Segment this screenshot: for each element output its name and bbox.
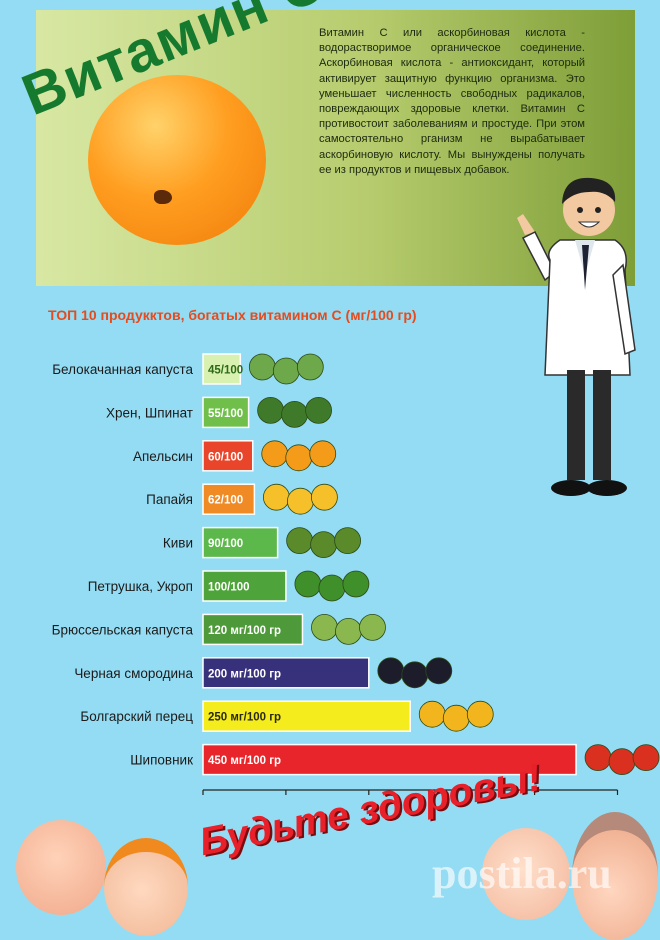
category-label: Брюссельская капуста [52, 622, 194, 637]
boy-face-icon [104, 838, 188, 936]
bar-value-label: 55/100 [208, 408, 243, 420]
produce-blob [257, 397, 284, 424]
produce-blob [286, 527, 314, 555]
produce-blob [296, 353, 324, 381]
produce-blob [281, 401, 308, 428]
produce-blob [311, 613, 338, 641]
bald-man-icon [16, 820, 106, 915]
category-label: Папайя [146, 492, 193, 507]
produce-blob [442, 704, 470, 732]
chart-title: ТОП 10 продукктов, богатых витамином С (… [48, 307, 417, 323]
category-label: Белокачанная капуста [52, 362, 193, 377]
bar [202, 657, 370, 689]
produce-blob [418, 700, 446, 728]
bar [202, 526, 279, 559]
produce-blob [310, 483, 338, 511]
produce-illustrations [248, 353, 660, 776]
produce-blob [334, 527, 362, 555]
produce-blob [310, 531, 338, 559]
bar [202, 613, 304, 646]
bar-value-label: 100/100 [208, 582, 250, 594]
bars [202, 353, 577, 776]
produce-blob [309, 440, 337, 468]
bar-value-label: 60/100 [208, 451, 243, 463]
category-label: Черная смородина [74, 666, 193, 681]
produce-blob [286, 487, 314, 515]
category-label: Хрен, Шпинат [106, 405, 193, 420]
produce-blob [466, 700, 494, 728]
produce-blob [335, 617, 362, 645]
produce-blob [425, 657, 453, 685]
bar-value-label: 250 мг/100 гр [208, 712, 281, 724]
watermark: postila.ru [432, 849, 612, 898]
bar-value-label: 200 мг/100 гр [208, 668, 281, 680]
category-label: Киви [163, 536, 193, 551]
bar [202, 570, 287, 602]
produce-blob [632, 744, 660, 772]
bar [202, 440, 254, 472]
category-label: Болгарский перец [80, 709, 193, 724]
produce-blob [261, 440, 289, 468]
produce-blob [305, 397, 332, 424]
produce-blob [294, 570, 322, 598]
produce-blob [584, 744, 612, 772]
vitamin-c-description: Витамин С или аскорбиновая кислота - вод… [319, 27, 585, 176]
bar [202, 483, 256, 515]
orange-illustration [88, 75, 266, 245]
bar [202, 743, 577, 776]
x-axis: 0100200300400500 [202, 789, 619, 795]
produce-blob [262, 483, 290, 511]
bar-value-label: 450 мг/100 гр [208, 755, 281, 767]
doctor-illustration [517, 177, 636, 496]
category-labels: Белокачанная капуста Хрен, Шпинат Апельсин… [52, 362, 194, 768]
produce-blob [401, 661, 429, 689]
produce-blob [608, 748, 636, 776]
bar [202, 353, 242, 385]
category-label: Шиповник [130, 753, 193, 768]
vitamin-c-bar-chart: Белокачанная капуста Хрен, Шпинат Апельсин… [52, 353, 660, 795]
category-label: Петрушка, Укроп [88, 579, 193, 594]
bar-value-label: 45/100 [208, 365, 243, 377]
produce-blob [318, 574, 346, 602]
baby-face-icon [482, 828, 570, 920]
bar-value-labels: 45/100 55/100 60/100 62/100 90/100 100/100 120… [208, 365, 281, 768]
produce-blob [377, 657, 405, 685]
orange-stem [154, 190, 172, 204]
produce-blob [272, 357, 300, 385]
intro-panel: Витамин С Витамин С или аскорбиновая кис… [13, 0, 635, 286]
bar-value-label: 90/100 [208, 538, 243, 550]
produce-blob [248, 353, 276, 381]
category-label: Апельсин [133, 449, 193, 464]
bar [202, 396, 250, 429]
bar-value-label: 120 мг/100 гр [208, 625, 281, 637]
produce-blob [285, 444, 313, 472]
bar-value-label: 62/100 [208, 495, 243, 507]
bar [202, 700, 411, 732]
produce-blob [342, 570, 370, 598]
produce-blob [359, 613, 386, 641]
